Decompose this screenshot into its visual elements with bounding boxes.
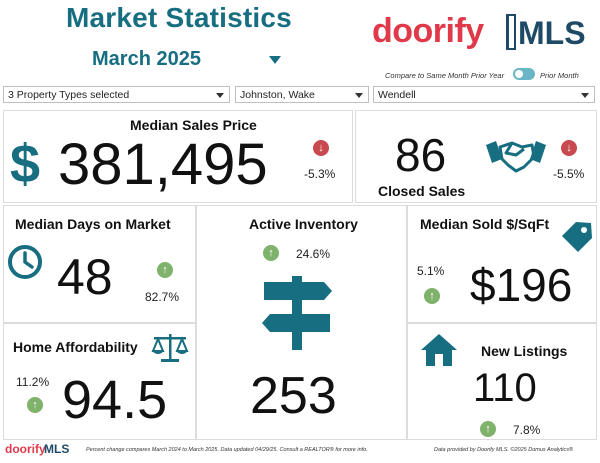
footer-provider[interactable]: Data provided by Doorify MLS. ©2025 Domu… bbox=[434, 447, 574, 453]
footer-note: Percent change compares March 2024 to Ma… bbox=[86, 447, 368, 453]
period-selector[interactable]: March 2025 bbox=[92, 48, 201, 70]
median-dom-change: 82.7% bbox=[145, 290, 180, 304]
city-filter[interactable]: Wendell bbox=[373, 86, 595, 103]
arrow-up-icon: ↑ bbox=[480, 421, 496, 437]
arrow-up-icon: ↑ bbox=[157, 262, 173, 278]
new-listings-label: New Listings bbox=[481, 343, 568, 359]
median-sales-price-value: 381,495 bbox=[58, 132, 268, 197]
brand-logo-mls: MLS bbox=[518, 15, 586, 51]
active-inventory-value: 253 bbox=[250, 367, 337, 425]
arrow-up-icon: ↑ bbox=[424, 288, 440, 304]
arrow-down-icon: ↓ bbox=[561, 140, 577, 156]
median-dom-value: 48 bbox=[57, 249, 113, 305]
scale-icon bbox=[151, 334, 189, 362]
new-listings-value: 110 bbox=[473, 366, 537, 410]
property-type-filter-value: 3 Property Types selected bbox=[8, 89, 130, 101]
median-sold-sqft-value: $196 bbox=[470, 259, 573, 311]
arrow-down-icon: ↓ bbox=[313, 140, 329, 156]
page-title: Market Statistics bbox=[66, 2, 292, 33]
median-dom-label: Median Days on Market bbox=[15, 216, 171, 232]
arrow-up-icon: ↑ bbox=[27, 397, 43, 413]
active-inventory-label: Active Inventory bbox=[249, 216, 358, 232]
median-sales-price-card bbox=[3, 110, 353, 203]
county-filter[interactable]: Johnston, Wake bbox=[235, 86, 369, 103]
chevron-down-icon[interactable] bbox=[355, 93, 363, 98]
active-inventory-change: 24.6% bbox=[296, 247, 331, 261]
closed-sales-card bbox=[355, 110, 597, 203]
house-icon bbox=[421, 334, 457, 366]
clock-icon bbox=[8, 245, 42, 279]
new-listings-change: 7.8% bbox=[513, 423, 541, 437]
median-sales-price-label: Median Sales Price bbox=[130, 117, 257, 133]
signpost-icon bbox=[262, 276, 332, 350]
property-type-filter[interactable]: 3 Property Types selected bbox=[3, 86, 230, 103]
home-affordability-label: Home Affordability bbox=[13, 339, 138, 355]
compare-prior-year-label: Compare to Same Month Prior Year bbox=[385, 71, 505, 80]
median-sales-price-change: -5.3% bbox=[304, 167, 336, 181]
period-dropdown-icon[interactable] bbox=[269, 56, 281, 64]
city-filter-value: Wendell bbox=[378, 89, 416, 101]
chevron-down-icon[interactable] bbox=[581, 93, 589, 98]
toggle-knob[interactable] bbox=[515, 70, 523, 78]
home-affordability-value: 94.5 bbox=[62, 370, 168, 430]
handshake-icon bbox=[486, 141, 546, 173]
chevron-down-icon[interactable] bbox=[216, 93, 224, 98]
door-icon bbox=[506, 14, 516, 50]
arrow-up-icon: ↑ bbox=[263, 245, 279, 261]
median-sold-sqft-label: Median Sold $/SqFt bbox=[420, 216, 550, 232]
dollar-icon: $ bbox=[10, 134, 41, 194]
home-affordability-card bbox=[3, 323, 196, 440]
brand-logo-doorify: doorify bbox=[372, 12, 484, 50]
closed-sales-value: 86 bbox=[395, 129, 447, 181]
closed-sales-change: -5.5% bbox=[553, 167, 585, 181]
compare-prior-month-label: Prior Month bbox=[540, 71, 579, 80]
price-tag-icon bbox=[562, 222, 592, 252]
median-sold-sqft-card bbox=[407, 205, 597, 323]
home-affordability-change: 11.2% bbox=[16, 375, 50, 389]
median-sold-sqft-change: 5.1% bbox=[417, 264, 445, 278]
county-filter-value: Johnston, Wake bbox=[240, 89, 315, 101]
closed-sales-label: Closed Sales bbox=[378, 183, 466, 199]
footer-brand-mls: MLS bbox=[44, 442, 70, 456]
footer-brand-logo: doorify bbox=[5, 442, 46, 456]
